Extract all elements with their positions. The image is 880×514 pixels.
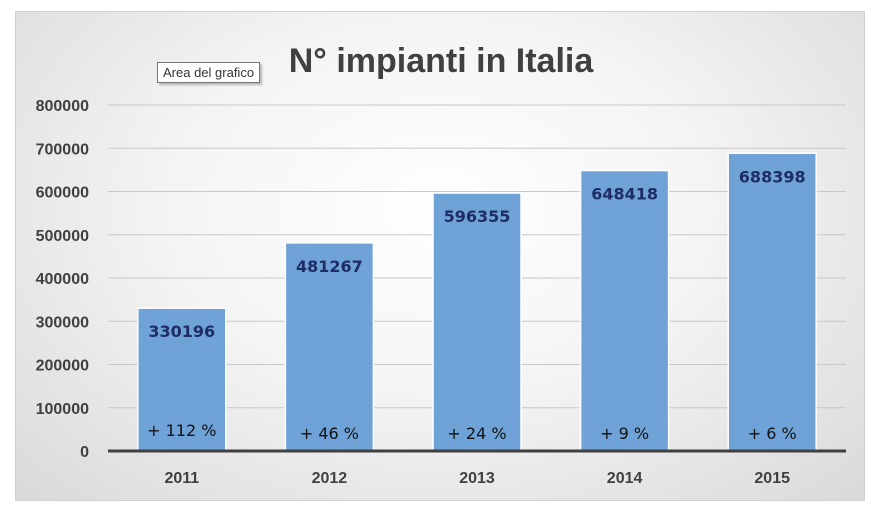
y-tick-label: 700000 [36,141,89,158]
bar-value-label: 648418 [591,185,658,204]
y-tick-label: 800000 [36,98,89,115]
growth-label: + 112 % [147,421,216,440]
y-tick-label: 100000 [36,401,89,418]
bar-value-label: 330196 [148,322,215,341]
chart-title: N° impianti in Italia [288,42,594,80]
growth-label: + 9 % [600,424,649,443]
growth-label: + 6 % [748,424,797,443]
chart-area-tooltip: Area del grafico [157,62,261,83]
x-tick-label: 2014 [607,470,643,487]
y-tick-label: 0 [80,444,89,461]
y-tick-label: 300000 [36,314,89,331]
y-tick-label: 400000 [36,271,89,288]
y-tick-label: 600000 [36,185,89,202]
bar [137,307,227,452]
x-tick-label: 2015 [754,470,790,487]
y-tick-label: 500000 [36,228,89,245]
bar-value-label: 481267 [296,257,363,276]
growth-label: + 24 % [447,424,506,443]
y-tick-label: 200000 [36,358,89,375]
x-tick-label: 2012 [312,470,348,487]
growth-label: + 46 % [300,424,359,443]
bar [727,152,817,452]
bar-value-label: 688398 [739,167,806,186]
bar [432,192,522,452]
x-tick-label: 2011 [164,470,199,487]
x-tick-label: 2013 [459,470,495,487]
bar [284,242,375,452]
bar-value-label: 596355 [444,207,511,226]
bar [579,169,670,452]
